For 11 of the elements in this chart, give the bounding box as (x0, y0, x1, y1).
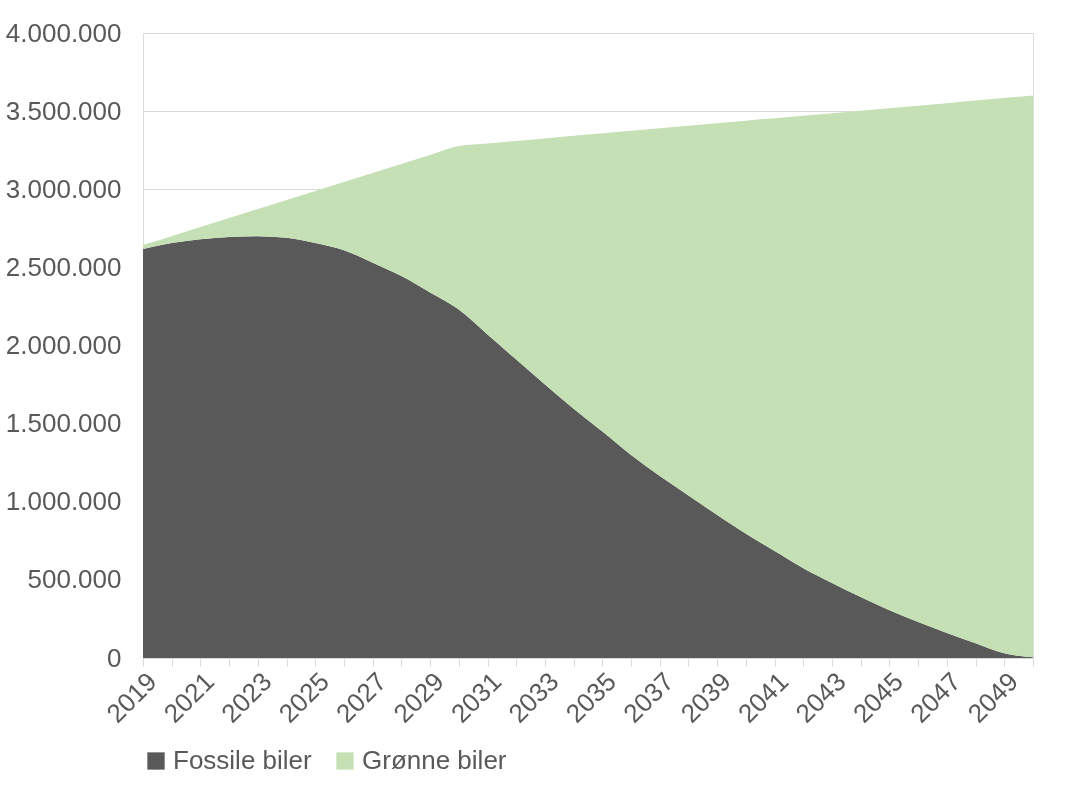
y-tick-label: 1.500.000 (5, 408, 122, 439)
y-tick-label: 3.000.000 (5, 173, 122, 204)
y-tick-label: 2.000.000 (5, 330, 122, 360)
legend-label: Fossile biler (173, 745, 313, 775)
y-tick-label: 500.000 (27, 564, 122, 595)
legend-label: Grønne biler (362, 745, 507, 775)
y-tick-label: 3.500.000 (5, 95, 122, 126)
y-tick-label: 4.000.000 (5, 17, 122, 48)
y-tick-label: 1.000.000 (5, 486, 122, 517)
y-tick-label: 0 (107, 642, 122, 673)
y-tick-label: 2.500.000 (5, 251, 122, 282)
